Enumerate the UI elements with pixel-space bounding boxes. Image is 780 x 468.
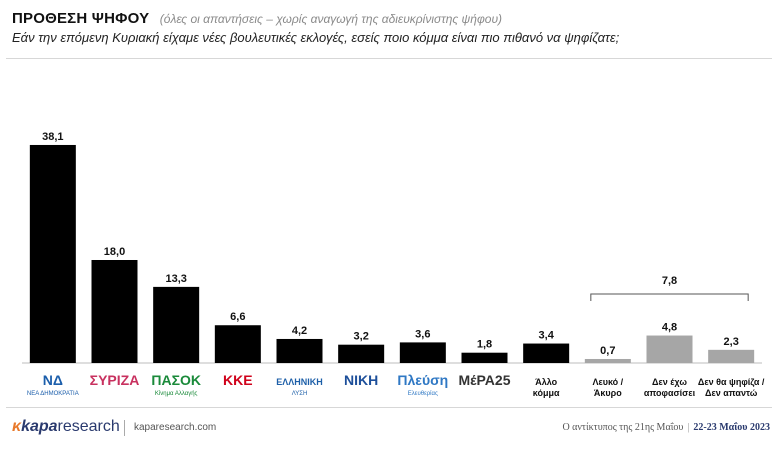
bar-10 — [584, 358, 631, 363]
data-label-10: 0,7 — [600, 345, 615, 357]
footer-url: kaparesearch.com — [134, 422, 217, 433]
bar-2 — [91, 259, 138, 363]
data-label-8: 1,8 — [477, 339, 492, 351]
bar-6 — [338, 344, 385, 363]
title-line: ΠΡΟΘΕΣΗ ΨΗΦΟΥ (όλες οι απαντήσεις – χωρί… — [12, 10, 772, 28]
data-label-1: 38,1 — [42, 131, 63, 143]
x-label-5-line-1: ΕΛΛΗΝΙΚΗ — [276, 377, 323, 387]
footer-divider — [124, 420, 125, 436]
data-label-12: 2,3 — [724, 336, 739, 348]
x-label-9-line-1: Άλλο — [535, 377, 557, 387]
data-label-5: 4,2 — [292, 325, 307, 337]
vote-intention-bar-chart: 38,1 18,0 13,3 6,6 4,2 3,2 3,6 1,8 3,4 0,7 4,8 2,3 7… — [22, 131, 765, 398]
chart-title: ΠΡΟΘΕΣΗ ΨΗΦΟΥ — [12, 10, 150, 27]
party-logo-6: ΝΙΚΗ — [344, 372, 378, 388]
data-label-9: 3,4 — [539, 330, 555, 342]
bar-5 — [276, 338, 323, 363]
x-label-12-line-1: Δεν θα ψηφίζα / — [698, 377, 765, 387]
x-label-8-line-1: ΜέΡΑ25 — [459, 372, 511, 388]
bracket-line — [590, 293, 749, 301]
logo-research: research — [57, 418, 120, 435]
data-label-6: 3,2 — [354, 331, 369, 343]
survey-question: Εάν την επόμενη Κυριακή είχαμε νέες βουλ… — [12, 30, 620, 45]
footer-dates: 22-23 Μαΐου 2023 — [693, 422, 770, 433]
party-logo-1: ΝΔ ΝΕΑ ΔΗΜΟΚΡΑΤΙΑ — [27, 372, 79, 397]
party-logo-5: ΕΛΛΗΝΙΚΗ ΛΥΣΗ — [276, 377, 323, 397]
x-label-10-line-1: Λευκό / — [592, 377, 623, 387]
x-label-12-line-2: Δεν απαντώ — [705, 388, 758, 398]
x-label-3-line-2: Κίνημα Αλλαγής — [155, 390, 198, 397]
x-label-7-line-1: Πλεύση — [397, 372, 448, 388]
footer-note: Ο αντίκτυπος της 21ης Μαΐου — [562, 422, 684, 433]
kapa-research-logo: κkaparesearch — [12, 418, 120, 436]
party-logo-2: ΣΥΡΙΖΑ — [90, 372, 140, 388]
bar-1 — [29, 144, 76, 363]
bracket-label: 7,8 — [662, 275, 677, 287]
data-label-11: 4,8 — [662, 322, 677, 334]
category-label-10: Λευκό /Άκυρο — [592, 377, 623, 398]
x-label-4-line-1: ΚΚΕ — [223, 372, 253, 388]
party-logo-3: ΠΑΣΟΚ Κίνημα Αλλαγής — [151, 372, 201, 397]
bar-9 — [523, 343, 570, 363]
x-label-10-line-2: Άκυρο — [594, 388, 622, 398]
x-label-11-line-1: Δεν έχω — [652, 377, 687, 387]
x-label-5-line-2: ΛΥΣΗ — [292, 391, 308, 397]
bar-8 — [461, 352, 508, 363]
x-label-7-line-2: Ελευθερίας — [408, 391, 438, 397]
logo-mark: κ — [12, 418, 22, 435]
data-label-7: 3,6 — [415, 328, 430, 340]
header: ΠΡΟΘΕΣΗ ΨΗΦΟΥ (όλες οι απαντήσεις – χωρί… — [12, 10, 772, 45]
footer-survey-info: Ο αντίκτυπος της 21ης Μαΐου | 22-23 Μαΐου … — [562, 422, 770, 433]
data-label-3: 13,3 — [165, 273, 186, 285]
party-logo-4: ΚΚΕ — [223, 372, 253, 388]
footer: κkaparesearch kaparesearch.com Ο αντίκτυ… — [0, 410, 780, 440]
chart-area: 38,1 18,0 13,3 6,6 4,2 3,2 3,6 1,8 3,4 0,7 4,8 2,3 7… — [6, 58, 772, 408]
x-label-1-line-1: ΝΔ — [43, 372, 63, 388]
data-label-2: 18,0 — [104, 246, 125, 258]
x-label-11-line-2: αποφασίσει — [644, 388, 696, 398]
x-label-1-line-2: ΝΕΑ ΔΗΜΟΚΡΑΤΙΑ — [27, 391, 79, 397]
footer-separator: | — [687, 422, 690, 433]
bar-7 — [399, 342, 446, 363]
bar-11 — [646, 335, 693, 363]
bar-3 — [153, 286, 200, 363]
x-label-2-line-1: ΣΥΡΙΖΑ — [90, 372, 140, 388]
x-label-9-line-2: κόμμα — [533, 388, 560, 398]
chart-subtitle: (όλες οι απαντήσεις – χωρίς αναγωγή της … — [159, 12, 503, 26]
data-label-4: 6,6 — [230, 311, 245, 323]
x-label-6-line-1: ΝΙΚΗ — [344, 372, 378, 388]
logo-kapa: kapa — [21, 418, 58, 435]
bar-12 — [708, 349, 755, 363]
party-logo-8: ΜέΡΑ25 — [459, 372, 511, 388]
bar-4 — [214, 325, 261, 363]
category-label-12: Δεν θα ψηφίζα /Δεν απαντώ — [698, 377, 765, 398]
party-logo-7: Πλεύση Ελευθερίας — [397, 372, 448, 397]
x-label-3-line-1: ΠΑΣΟΚ — [151, 372, 201, 388]
